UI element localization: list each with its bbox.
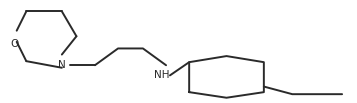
Text: N: N: [58, 60, 66, 70]
Text: O: O: [11, 39, 19, 49]
Text: NH: NH: [154, 70, 169, 80]
